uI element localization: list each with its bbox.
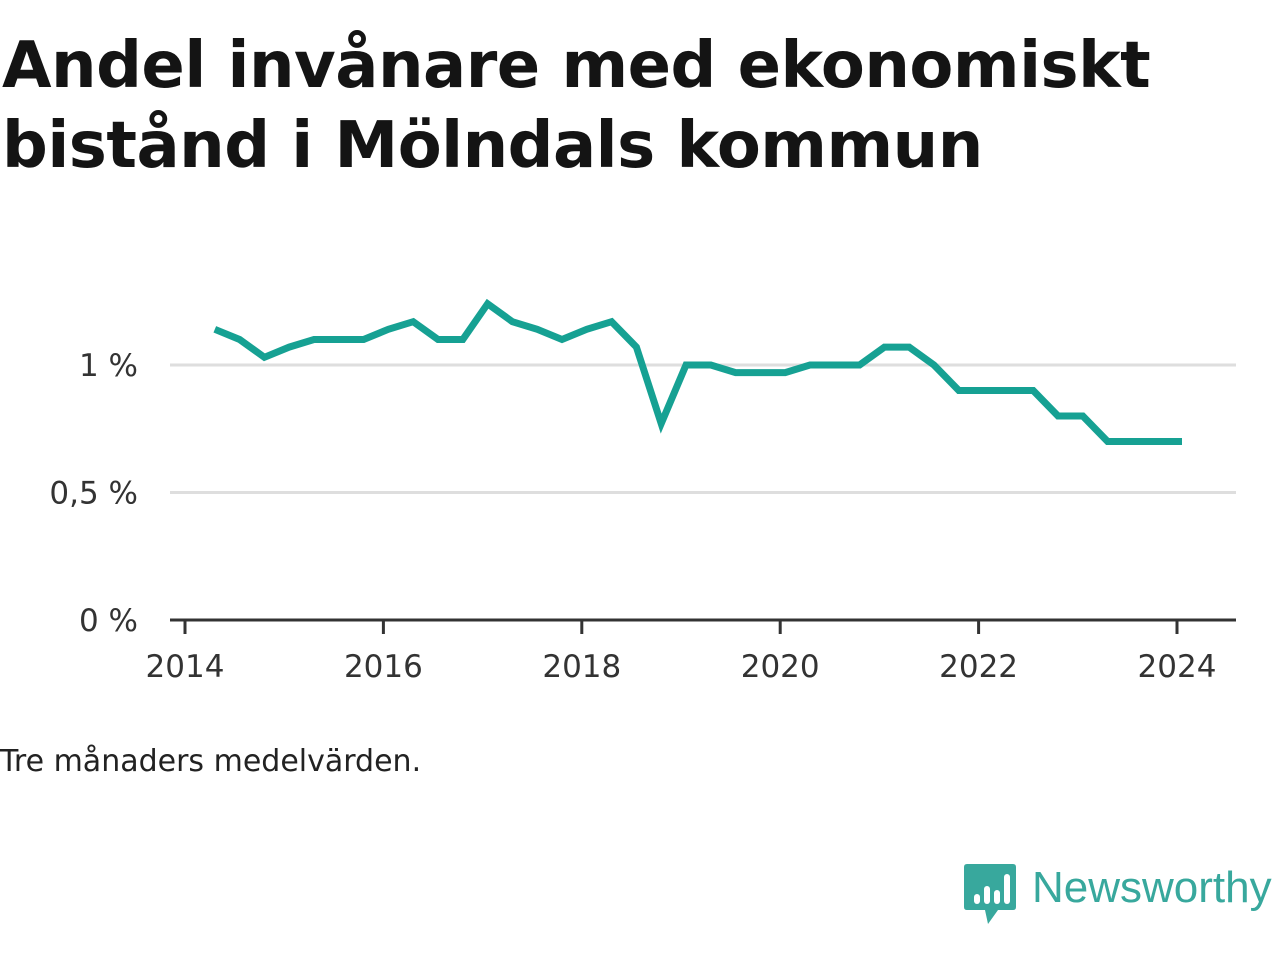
x-axis-tick-labels: 2014 2016 2018 2020 2022 2024 <box>146 649 1217 685</box>
gridlines <box>170 363 1236 494</box>
data-series <box>213 298 1182 445</box>
chart-title: Andel invånare med ekonomiskt bistånd i … <box>2 29 1151 183</box>
data-line <box>213 298 1182 445</box>
x-tick-label: 2014 <box>146 649 225 685</box>
y-tick-label: 0 % <box>79 603 138 639</box>
x-tick-label: 2020 <box>741 649 820 685</box>
bar-chart-bubble-icon <box>964 864 1016 924</box>
x-tick-label: 2024 <box>1138 649 1217 685</box>
x-tick-label: 2022 <box>939 649 1018 685</box>
chart-footnote: Tre månaders medelvärden. <box>0 744 422 779</box>
line-chart: 0 % 0,5 % 1 % 2014 2016 2018 2020 2022 2024 <box>49 298 1236 685</box>
brand-name: Newsworthy <box>1032 863 1272 912</box>
brand-logo: Newsworthy <box>964 864 1272 928</box>
y-tick-label: 1 % <box>79 348 138 384</box>
x-tick-label: 2016 <box>344 649 423 685</box>
x-tick-label: 2018 <box>542 649 621 685</box>
y-tick-label: 0,5 % <box>49 476 138 512</box>
y-axis-tick-labels: 0 % 0,5 % 1 % <box>49 348 138 639</box>
x-axis <box>170 618 1236 634</box>
